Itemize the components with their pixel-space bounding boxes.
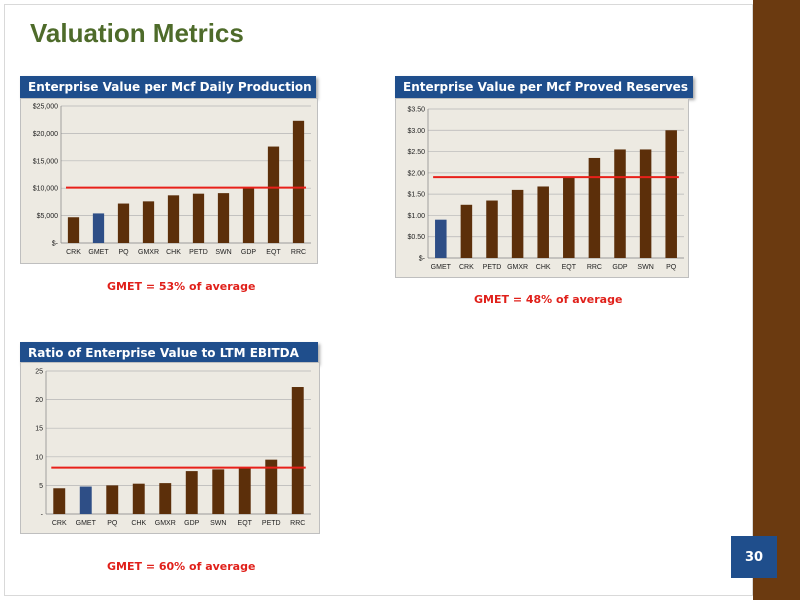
x-tick-label: EQT — [266, 249, 281, 256]
x-tick-label: SWN — [215, 249, 231, 256]
chart-3-plot: - 5 10 15 20 25 CRK GMET PQ CHK GMXR GDP SWN EQT PETD R… — [35, 369, 311, 527]
bar-eqt — [563, 177, 575, 258]
bar-gdp — [242, 188, 255, 243]
x-tick-label: EQT — [562, 264, 577, 271]
x-tick-label: PQ — [666, 264, 677, 271]
chart-3-box: - 5 10 15 20 25 CRK GMET PQ CHK GMXR GDP SWN EQT PETD R… — [20, 362, 320, 534]
slide-title: Valuation Metrics — [30, 18, 244, 48]
y-tick-label: $- — [419, 256, 426, 263]
x-tick-label: CHK — [131, 520, 146, 527]
x-tick-label: GMXR — [138, 249, 159, 256]
bar-chk — [167, 195, 180, 243]
x-tick-label: RRC — [290, 520, 305, 527]
y-tick-label: $1.00 — [407, 213, 425, 220]
y-tick-label: $5,000 — [37, 213, 59, 220]
bar-swn — [212, 469, 225, 514]
bar-chk — [132, 483, 145, 514]
x-tick-label: PETD — [189, 249, 208, 256]
x-tick-label: RRC — [587, 264, 602, 271]
y-tick-label: $2.50 — [407, 149, 425, 156]
y-tick-label: - — [41, 512, 44, 519]
bar-gdp — [185, 471, 198, 514]
x-tick-label: GMET — [431, 264, 452, 271]
x-tick-label: PQ — [107, 520, 118, 527]
bar-crk — [53, 488, 66, 514]
y-tick-label: $- — [52, 241, 59, 248]
x-tick-label: CHK — [536, 264, 551, 271]
y-tick-label: 15 — [35, 426, 43, 433]
bar-eqt — [267, 146, 280, 243]
x-tick-label: PQ — [118, 249, 129, 256]
chart-1-note: GMET = 53% of average — [107, 280, 256, 293]
x-tick-label: CHK — [166, 249, 181, 256]
x-tick-label: GMXR — [155, 520, 176, 527]
chart-2-plot: $- $0.50 $1.00 $1.50 $2.00 $2.50 $3.00 $3.50 GME… — [407, 107, 684, 271]
bar-gmet — [435, 219, 447, 258]
chart-3-note: GMET = 60% of average — [107, 560, 256, 573]
x-tick-label: GMXR — [507, 264, 528, 271]
side-bar — [753, 0, 800, 600]
x-tick-label: EQT — [238, 520, 253, 527]
x-tick-label: PETD — [483, 264, 502, 271]
y-tick-label: $3.00 — [407, 128, 425, 135]
x-tick-label: GMET — [88, 249, 109, 256]
y-tick-label: $0.50 — [407, 234, 425, 241]
bar-gdp — [614, 149, 626, 258]
bar-pq — [117, 203, 130, 243]
x-tick-label: CRK — [459, 264, 474, 271]
bar-rrc — [291, 387, 304, 514]
y-tick-label: 10 — [35, 454, 43, 461]
bar-swn — [217, 193, 230, 243]
bar-pq — [106, 485, 119, 514]
x-tick-label: CRK — [66, 249, 81, 256]
bar-petd — [486, 200, 498, 258]
bar-pq — [665, 130, 677, 258]
page-number: 30 — [731, 536, 777, 578]
bar-chk — [537, 186, 549, 258]
x-tick-label: RRC — [291, 249, 306, 256]
y-tick-label: $25,000 — [33, 104, 58, 111]
chart-2-header: Enterprise Value per Mcf Proved Reserves — [395, 76, 693, 98]
bar-crk — [67, 217, 80, 243]
y-tick-label: $20,000 — [33, 131, 58, 138]
y-tick-label: $15,000 — [33, 158, 58, 165]
x-tick-label: GDP — [241, 249, 257, 256]
bar-gmxr — [159, 483, 172, 514]
bar-gmet — [92, 213, 105, 243]
x-tick-label: GDP — [184, 520, 200, 527]
x-tick-label: GDP — [612, 264, 628, 271]
bar-swn — [639, 149, 652, 258]
bar-gmet — [79, 486, 92, 514]
bar-crk — [460, 204, 473, 258]
y-tick-label: $3.50 — [407, 107, 425, 114]
bar-petd — [265, 459, 278, 514]
bar-rrc — [292, 120, 305, 243]
chart-3-header: Ratio of Enterprise Value to LTM EBITDA — [20, 342, 318, 364]
x-tick-label: CRK — [52, 520, 67, 527]
y-tick-label: $2.00 — [407, 170, 425, 177]
y-tick-label: $10,000 — [33, 186, 58, 193]
x-tick-label: PETD — [262, 520, 281, 527]
bar-petd — [192, 193, 205, 243]
slide-border — [4, 4, 753, 596]
bar-gmxr — [142, 201, 155, 243]
y-tick-label: 20 — [35, 397, 43, 404]
x-tick-label: SWN — [637, 264, 653, 271]
x-tick-label: GMET — [76, 520, 97, 527]
chart-1-box: $- $5,000 $10,000 $15,000 $20,000 $25,000 CRK G… — [20, 98, 318, 264]
y-tick-label: 5 — [39, 483, 43, 490]
chart-1-header: Enterprise Value per Mcf Daily Productio… — [20, 76, 316, 98]
chart-1-plot: $- $5,000 $10,000 $15,000 $20,000 $25,000 CRK G… — [33, 104, 311, 256]
chart-2-box: $- $0.50 $1.00 $1.50 $2.00 $2.50 $3.00 $3.50 GME… — [395, 98, 689, 278]
x-tick-label: SWN — [210, 520, 226, 527]
bar-gmxr — [511, 189, 524, 258]
y-tick-label: $1.50 — [407, 192, 425, 199]
chart-2-note: GMET = 48% of average — [474, 293, 623, 306]
bar-rrc — [588, 157, 601, 258]
bar-eqt — [238, 467, 251, 514]
y-tick-label: 25 — [35, 369, 43, 376]
